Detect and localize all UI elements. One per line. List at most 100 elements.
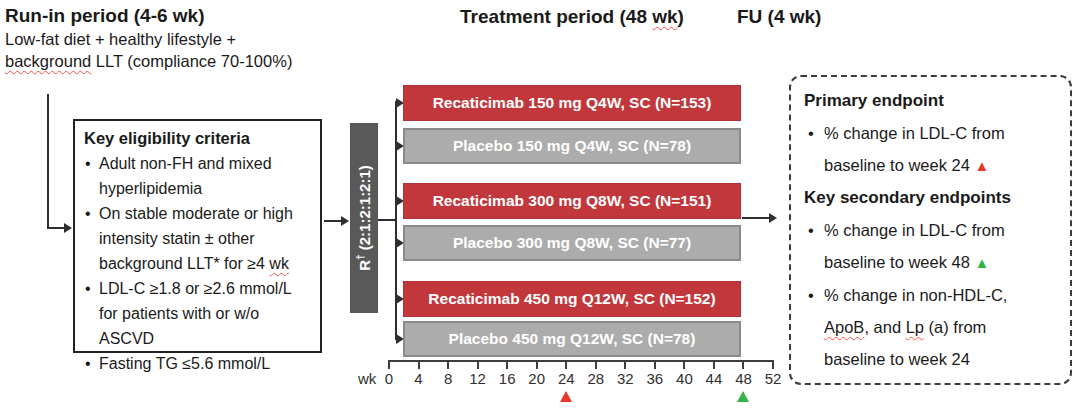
eligibility-item-3-text: LDL-C ≥1.8 or ≥2.6 mmol/L for patients w… (99, 280, 291, 347)
connector-line-runin-vertical (47, 94, 49, 229)
week-axis: wk 0481216202428323640444852 (389, 360, 775, 413)
week-tick-label: 20 (528, 370, 545, 387)
connector-line-arms-to-endpoints (742, 217, 770, 219)
eligibility-box: Key eligibility criteria • Adult non-FH a… (73, 119, 322, 353)
arm-label: Recaticimab 300 mg Q8W, SC (N=151) (433, 192, 712, 210)
eligibility-item-1: • Adult non-FH and mixed hyperlipidemia (84, 151, 311, 201)
bullet-icon: • (85, 276, 91, 301)
bullet-icon: • (85, 201, 91, 226)
week-tick (447, 362, 449, 369)
week-tick (477, 362, 479, 369)
week-tick (713, 362, 715, 369)
followup-period-header: FU (4 wk) (737, 6, 821, 28)
secondary-endpoint-item-2: •% change in non-HDL-C, ApoB, and Lp (a)… (804, 279, 1039, 375)
week-tick-label: 0 (385, 370, 393, 387)
week-tick-label: 16 (499, 370, 516, 387)
week-tick-label: 12 (469, 370, 486, 387)
arrowhead-runin-to-eligibility (64, 223, 72, 233)
treatment-arm-bar-placebo-150: Placebo 150 mg Q4W, SC (N=78) (403, 128, 741, 164)
eligibility-item-2: • On stable moderate or high intensity st… (84, 201, 311, 276)
week-tick-label: 24 (558, 370, 575, 387)
treatment-period-header-text: Treatment period (48 (460, 6, 652, 27)
secondary-endpoints-title: Key secondary endpoints (804, 182, 1057, 214)
eligibility-item-2-text: On stable moderate or high intensity sta… (99, 205, 293, 272)
week-tick-label: 32 (617, 370, 634, 387)
week-axis-unit-label: wk (358, 370, 376, 387)
green-triangle-marker (737, 391, 749, 402)
secondary-endpoint-item-2-text-2: , and (864, 318, 905, 336)
arm-label: Recaticimab 150 mg Q4W, SC (N=153) (433, 94, 712, 112)
run-in-background-word: background (5, 52, 91, 70)
week-tick (624, 362, 626, 369)
bullet-icon: • (808, 214, 814, 246)
treatment-period-header-close: ) (678, 6, 684, 27)
run-in-subtitle-line1: Low-fat diet + healthy lifestyle + (5, 28, 355, 50)
eligibility-item-3: • LDL-C ≥1.8 or ≥2.6 mmol/L for patients … (84, 276, 311, 351)
secondary-endpoint-lp: Lp (906, 318, 924, 336)
week-tick (595, 362, 597, 369)
arm-label: Recaticimab 450 mg Q12W, SC (N=152) (428, 290, 715, 308)
randomization-label: R† (2:1:2:1:2:1) (355, 165, 373, 271)
connector-line-branch-trunk (395, 101, 397, 340)
arm-label: Placebo 300 mg Q8W, SC (N=77) (453, 234, 691, 252)
arm-label: Placebo 150 mg Q4W, SC (N=78) (453, 137, 691, 155)
run-in-subtitle-line2: background LLT (compliance 70-100%) (5, 50, 355, 72)
week-tick (536, 362, 538, 369)
randomization-r: R (356, 260, 373, 271)
red-triangle-icon: ▲ (974, 157, 989, 174)
week-tick-label: 8 (444, 370, 452, 387)
week-tick (654, 362, 656, 369)
bullet-icon: • (85, 151, 91, 176)
red-triangle-marker (560, 391, 572, 402)
week-tick-label: 44 (706, 370, 723, 387)
green-triangle-icon: ▲ (974, 254, 989, 271)
randomization-ratio: (2:1:2:1:2:1) (356, 165, 373, 254)
treatment-arm-bar-placebo-300: Placebo 300 mg Q8W, SC (N=77) (403, 225, 741, 261)
week-tick-label: 48 (735, 370, 752, 387)
run-in-title: Run-in period (4-6 wk) (5, 4, 355, 28)
eligibility-item-1-text: Adult non-FH and mixed hyperlipidemia (99, 155, 272, 197)
secondary-endpoint-item-1: •% change in LDL-C from baseline to week… (804, 214, 1039, 279)
week-tick (742, 362, 744, 369)
endpoints-panel: Primary endpoint •% change in LDL-C from… (789, 75, 1072, 385)
week-tick-label: 28 (587, 370, 604, 387)
connector-line-r-to-trunk (378, 219, 396, 221)
eligibility-item-4: • Fasting TG ≤5.6 mmol/L (84, 351, 311, 376)
week-tick-label: 40 (676, 370, 693, 387)
secondary-endpoint-item-2-text-1: % change in non-HDL-C, (824, 286, 1007, 304)
connector-line-runin-horizontal (47, 227, 65, 229)
eligibility-item-4-text: Fasting TG ≤5.6 mmol/L (99, 355, 270, 372)
week-tick (772, 362, 774, 369)
eligibility-item-2-wk: wk (269, 255, 289, 272)
run-in-subtitle-line2-rest: LLT (compliance 70-100%) (91, 52, 292, 70)
secondary-endpoint-apob: ApoB (824, 318, 864, 336)
treatment-arm-bar-placebo-450: Placebo 450 mg Q12W, SC (N=78) (403, 321, 741, 357)
week-tick-label: 36 (647, 370, 664, 387)
week-tick (418, 362, 420, 369)
bullet-icon: • (85, 351, 91, 376)
randomization-box: R† (2:1:2:1:2:1) (350, 123, 378, 313)
arrowhead-eligibility-to-r (341, 216, 349, 226)
treatment-arm-bar-recaticimab-450: Recaticimab 450 mg Q12W, SC (N=152) (403, 281, 741, 317)
treatment-arm-bar-recaticimab-150: Recaticimab 150 mg Q4W, SC (N=153) (403, 85, 741, 121)
treatment-period-header-wk: wk (652, 6, 677, 27)
arrowhead-arms-to-endpoints (769, 213, 777, 223)
week-tick-label: 52 (765, 370, 782, 387)
week-tick (388, 362, 390, 369)
trial-design-figure: Run-in period (4-6 wk) Low-fat diet + he… (0, 0, 1080, 413)
randomization-dagger: † (355, 254, 366, 260)
week-tick (683, 362, 685, 369)
treatment-period-header: Treatment period (48 wk) (403, 6, 741, 28)
week-tick (565, 362, 567, 369)
primary-endpoint-title: Primary endpoint (804, 85, 1057, 117)
primary-endpoint-item: •% change in LDL-C from baseline to week… (804, 117, 1039, 182)
week-tick (506, 362, 508, 369)
bullet-icon: • (808, 279, 814, 311)
arm-label: Placebo 450 mg Q12W, SC (N=78) (449, 330, 696, 348)
week-tick-label: 4 (414, 370, 422, 387)
week-axis-line (388, 360, 774, 362)
run-in-section: Run-in period (4-6 wk) Low-fat diet + he… (5, 4, 355, 72)
connector-line-eligibility-to-r (324, 220, 342, 222)
eligibility-title: Key eligibility criteria (84, 126, 311, 151)
bullet-icon: • (808, 117, 814, 149)
